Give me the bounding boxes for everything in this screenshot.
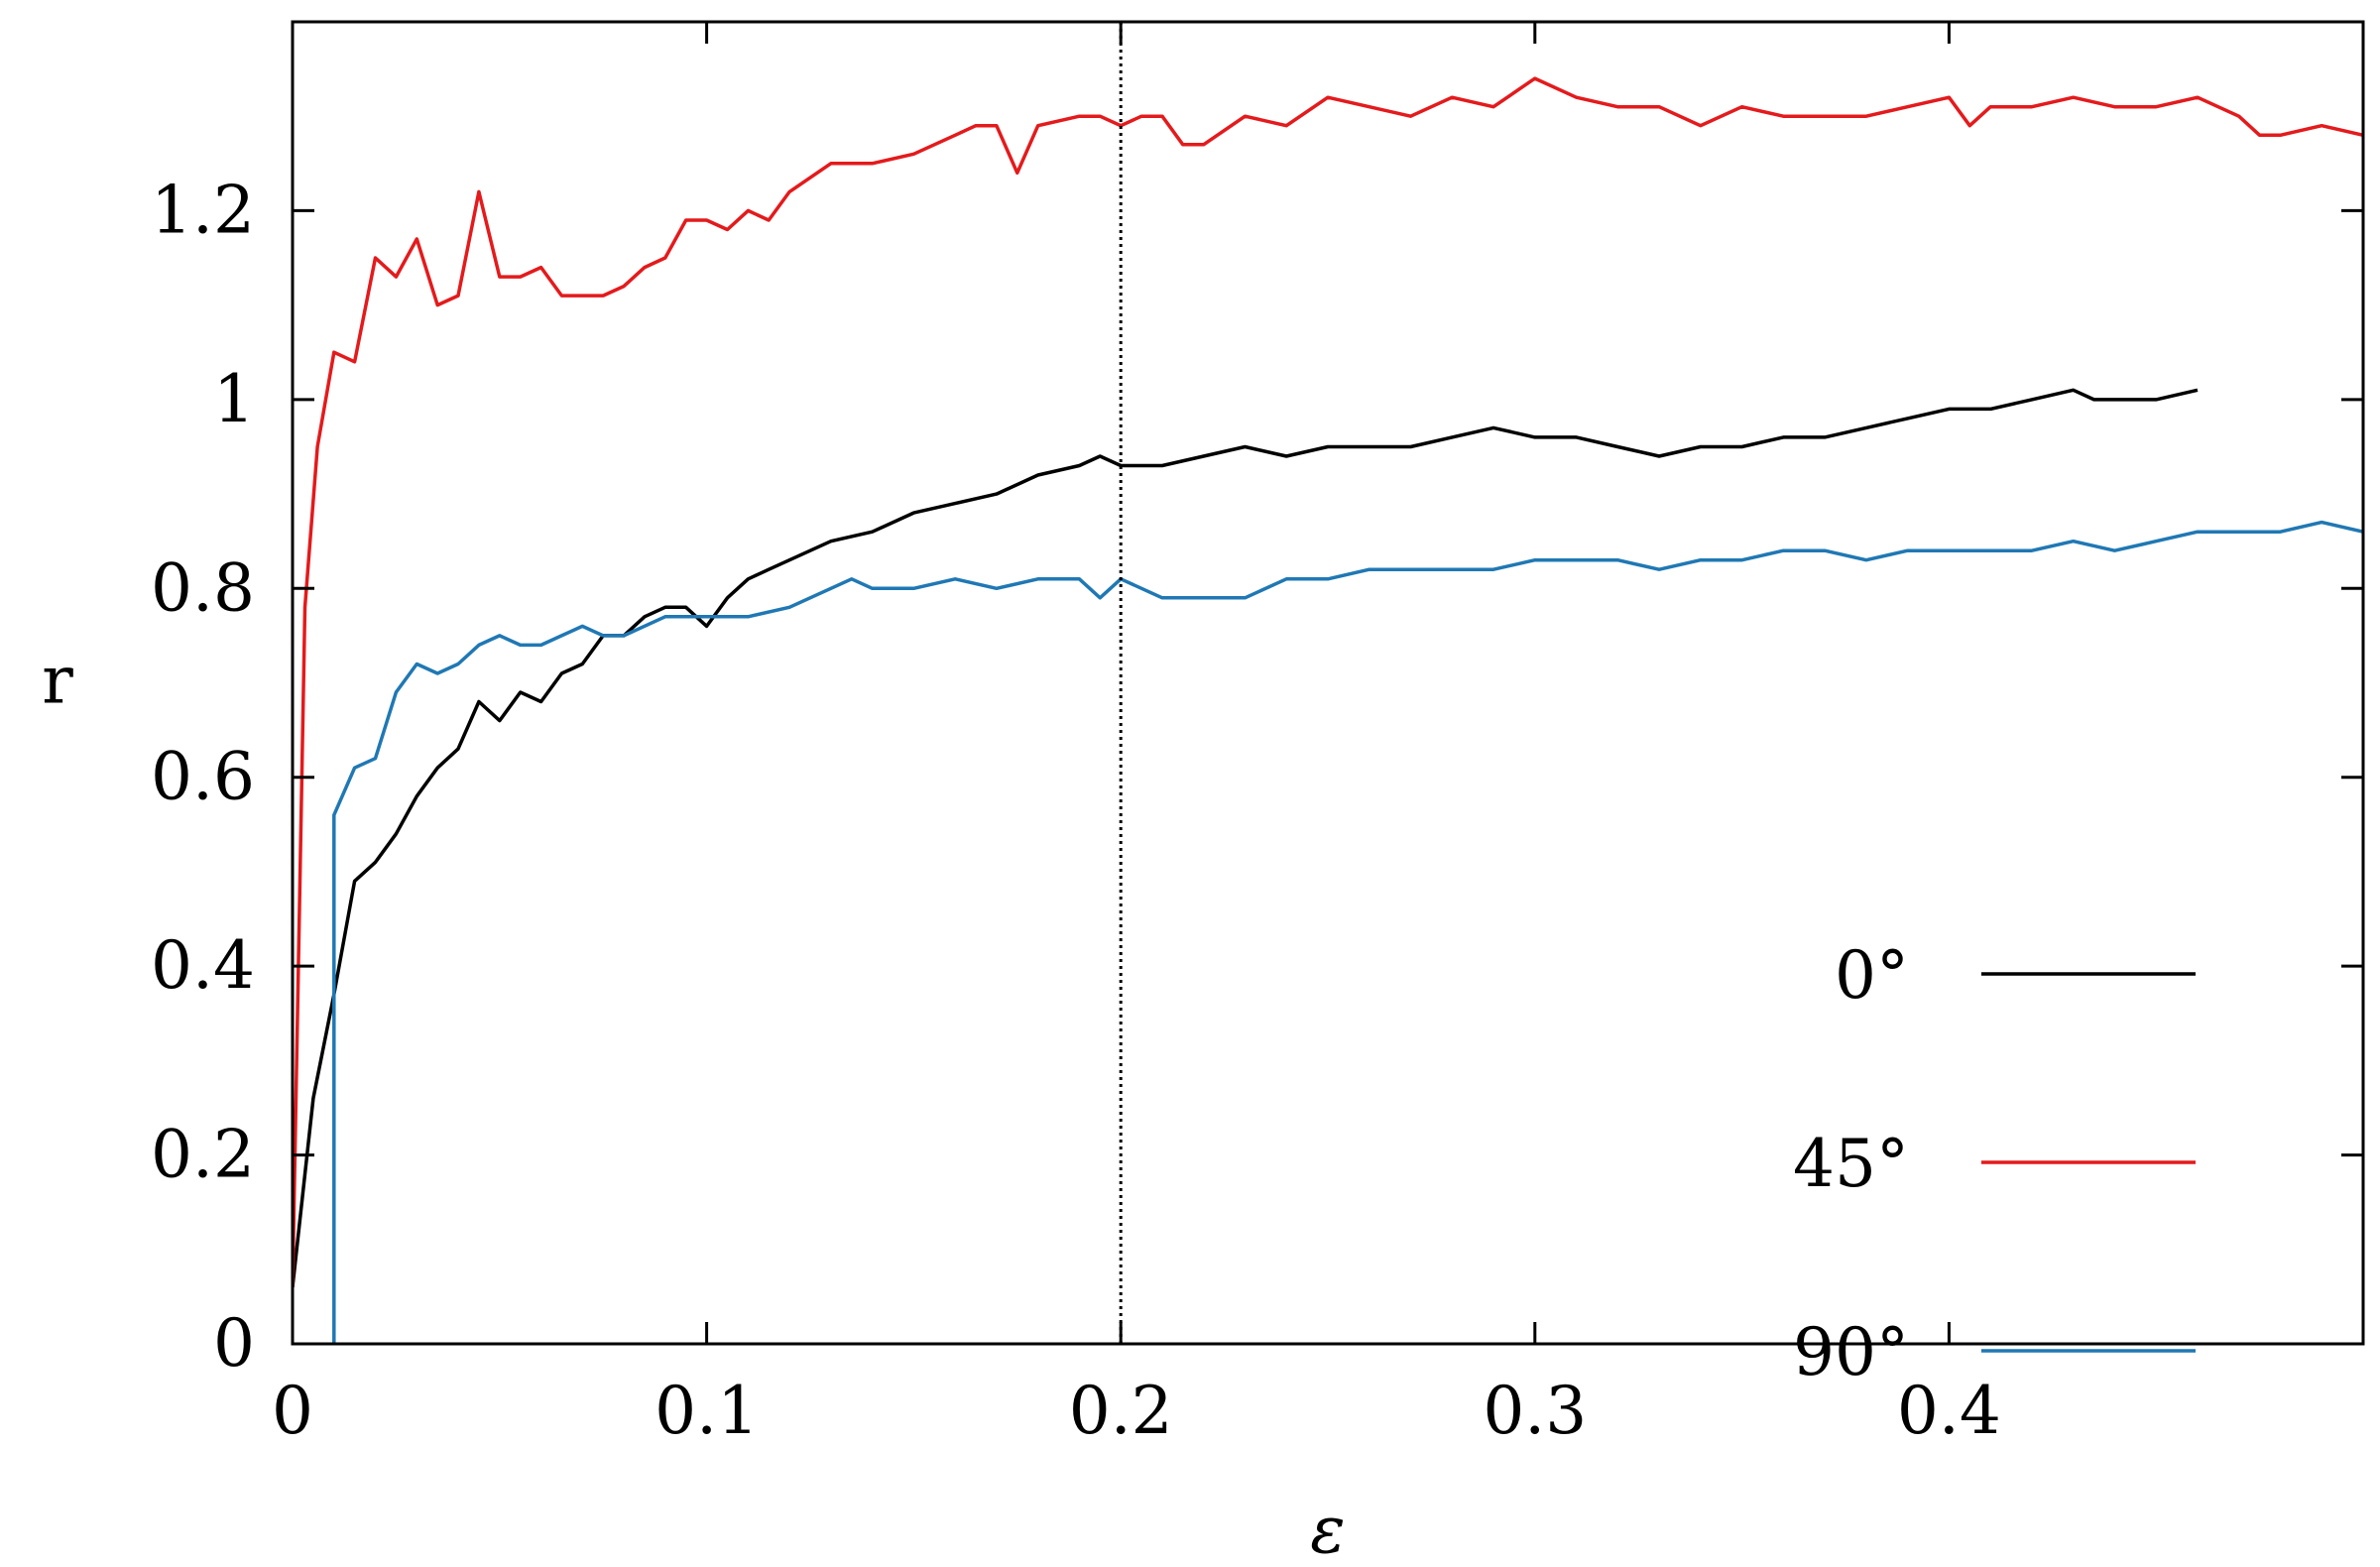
ticks-layer: 0 0.1 0.2 0.3 0.4 0 0.2 0.4 0.6 0.8 1 1.2 (151, 22, 2363, 1449)
y-tick-label: 0.6 (151, 739, 255, 815)
series-layer (293, 76, 2363, 1344)
y-tick-label: 1 (213, 361, 255, 437)
x-tick-label: 0.1 (654, 1373, 759, 1449)
y-tick-label: 0.2 (151, 1117, 255, 1193)
plot-frame (291, 20, 2365, 1346)
y-tick-label: 1.2 (151, 172, 255, 248)
y-tick-label: 0 (213, 1305, 255, 1382)
series-line-1 (293, 76, 2363, 1287)
x-axis-label: ε (1310, 1492, 1345, 1567)
x-tick-label: 0.4 (1897, 1373, 2001, 1449)
legend: 0° 45° 90° (1793, 937, 2196, 1390)
y-tick-label: 0.4 (151, 927, 255, 1004)
legend-label: 0° (1835, 937, 1909, 1014)
y-tick-label: 0.8 (151, 549, 255, 626)
x-tick-label: 0 (272, 1373, 313, 1449)
legend-label: 45° (1793, 1126, 1909, 1202)
series-line-2 (332, 520, 2363, 1344)
x-tick-label: 0.2 (1069, 1373, 1173, 1449)
y-axis-label: r (42, 643, 73, 719)
series-line-0 (293, 388, 2199, 1288)
x-tick-label: 0.3 (1483, 1373, 1587, 1449)
legend-label: 90° (1793, 1314, 1909, 1390)
